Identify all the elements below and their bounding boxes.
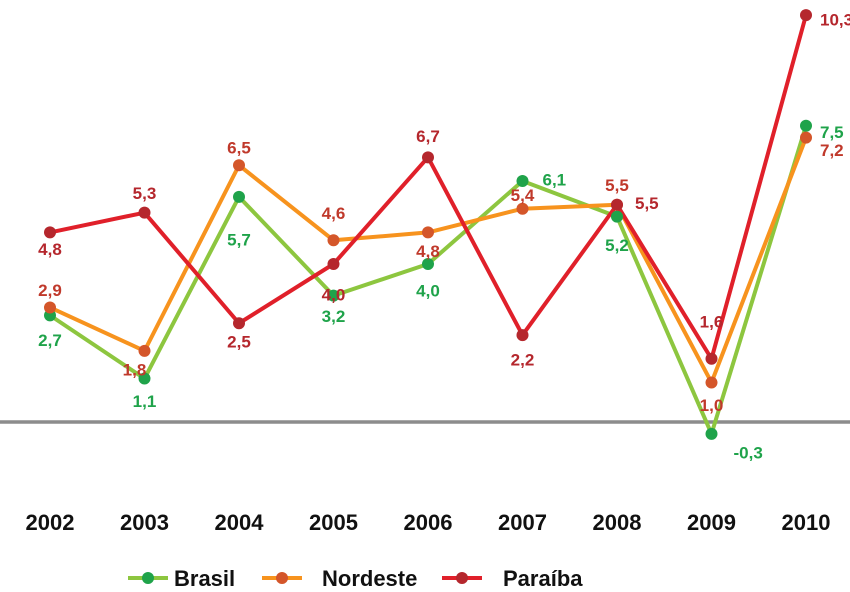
data-point	[516, 202, 529, 215]
data-label: -0,3	[734, 443, 763, 462]
data-label: 5,7	[227, 230, 251, 249]
data-label: 4,0	[322, 285, 346, 304]
data-point	[516, 175, 529, 188]
data-label: 5,4	[511, 186, 535, 205]
data-labels: 2,7 1,1 5,7 3,2 4,0 6,1 5,2 -0,3 7,5 2,9 1,8 6,5 4,6…	[38, 11, 850, 463]
data-point	[800, 131, 812, 144]
x-tick-label: 2010	[782, 510, 831, 535]
series-line-0	[48, 123, 808, 436]
data-label: 2,5	[227, 333, 251, 352]
series-lines	[48, 13, 808, 436]
data-point	[327, 289, 340, 302]
legend-item: Paraíba	[442, 566, 583, 591]
legend-swatch-marker	[276, 572, 288, 584]
legend-item: Brasil	[128, 566, 235, 591]
data-markers	[44, 9, 812, 440]
data-point	[800, 9, 812, 22]
data-label: 4,6	[322, 204, 346, 223]
data-label: 1,6	[700, 312, 724, 331]
data-point	[422, 226, 434, 239]
x-axis-ticks: 2002 2003 2004 2005 2006 2007 2008 2009 2010	[26, 510, 831, 535]
data-label: 1,1	[133, 392, 157, 411]
series-line-2	[48, 13, 808, 361]
legend-swatch-marker	[456, 572, 468, 584]
data-label: 1,0	[700, 396, 724, 415]
data-point	[233, 159, 245, 172]
data-label: 6,1	[543, 171, 567, 190]
data-label: 7,5	[820, 123, 844, 142]
data-point	[611, 210, 623, 223]
x-tick-label: 2006	[404, 510, 453, 535]
data-label: 5,2	[605, 236, 629, 255]
x-tick-label: 2009	[687, 510, 736, 535]
data-point	[138, 206, 151, 219]
x-tick-label: 2004	[215, 510, 265, 535]
data-label: 5,5	[635, 194, 659, 213]
legend-swatch-marker	[142, 572, 154, 584]
data-point	[705, 427, 718, 440]
data-label: 5,3	[133, 184, 157, 203]
x-tick-label: 2007	[498, 510, 547, 535]
data-label: 2,2	[511, 351, 535, 370]
data-point	[705, 352, 718, 365]
data-label: 2,7	[38, 331, 62, 350]
data-label: 4,8	[38, 240, 62, 259]
data-point	[705, 376, 718, 389]
data-point	[44, 226, 56, 239]
x-tick-label: 2008	[593, 510, 642, 535]
data-point	[138, 372, 151, 385]
x-tick-label: 2005	[309, 510, 358, 535]
data-label: 3,2	[322, 307, 346, 326]
data-point	[422, 151, 434, 164]
data-point	[233, 190, 245, 203]
data-point	[611, 198, 623, 211]
legend-label: Brasil	[174, 566, 235, 591]
legend: Brasil Nordeste Paraíba	[128, 566, 583, 591]
legend-item: Nordeste	[262, 566, 417, 591]
data-label: 10,3	[820, 11, 850, 30]
data-point	[422, 258, 434, 270]
data-point	[327, 234, 340, 247]
data-point	[327, 258, 340, 270]
data-label: 5,5	[605, 176, 629, 195]
data-label: 6,5	[227, 139, 251, 158]
data-point	[233, 317, 245, 330]
data-point	[138, 344, 151, 357]
x-tick-label: 2002	[26, 510, 75, 535]
data-label: 4,8	[416, 242, 440, 261]
data-point	[44, 301, 56, 314]
data-label: 4,0	[416, 281, 440, 300]
x-tick-label: 2003	[120, 510, 169, 535]
legend-label: Paraíba	[503, 566, 583, 591]
data-label: 2,9	[38, 281, 62, 300]
data-label: 1,8	[123, 360, 147, 379]
data-point	[800, 119, 812, 132]
data-point	[516, 329, 529, 342]
data-label: 6,7	[416, 127, 440, 146]
legend-label: Nordeste	[322, 566, 417, 591]
data-label: 7,2	[820, 141, 844, 160]
